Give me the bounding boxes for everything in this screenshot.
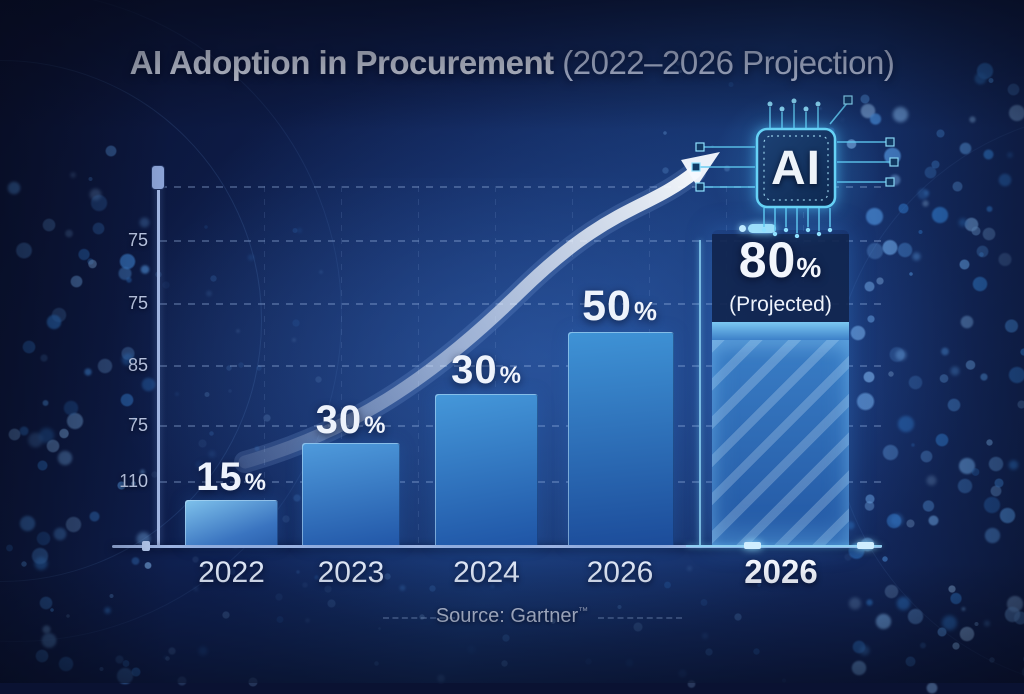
x-axis-node	[142, 541, 150, 551]
projected-value-panel: 80% (Projected)	[712, 234, 849, 322]
highlight-frame-left	[699, 240, 701, 546]
bar-2023	[302, 443, 400, 545]
ai-chip-label: AI	[771, 141, 821, 195]
bar-2025	[568, 332, 674, 545]
gridline-vertical	[418, 186, 419, 545]
highlight-frame-bottom	[686, 545, 882, 547]
x-tick-label: 2024	[453, 556, 520, 589]
y-tick-label: 75	[127, 230, 148, 250]
bar-value-label: 50%	[582, 282, 658, 330]
chart-title-sub: (2022–2026 Projection)	[553, 44, 895, 81]
y-axis	[157, 172, 160, 547]
frame-cap	[857, 542, 874, 549]
bar-glow-band	[712, 322, 849, 340]
chart-title-main: AI Adoption in Procurement	[129, 44, 554, 81]
source-label: Source: Gartner™	[435, 605, 589, 627]
bar-2022	[185, 500, 278, 545]
frame-cap	[744, 542, 761, 549]
y-axis-cap	[151, 165, 165, 190]
y-tick-label: 75	[127, 293, 148, 313]
bar-value-label: 15%	[196, 455, 267, 499]
y-tick-label: 110	[119, 471, 148, 491]
chart-title: AI Adoption in Procurement (2022–2026 Pr…	[0, 44, 1024, 82]
bar-hatched-fill	[712, 340, 849, 545]
x-tick-label: 2022	[198, 556, 265, 589]
x-tick-label: 2023	[317, 556, 385, 589]
x-tick-label: 2026	[744, 553, 818, 590]
y-tick-label: 75	[127, 415, 148, 435]
projected-label: (Projected)	[729, 293, 832, 316]
bar-2026-projected: 80% (Projected)	[712, 230, 849, 545]
bar-2024	[435, 394, 538, 545]
x-tick-label: 2026	[586, 556, 654, 589]
bar-value-label: 30%	[315, 398, 387, 442]
bar-value-label: 30%	[451, 348, 522, 392]
y-tick-label: 85	[127, 355, 148, 375]
